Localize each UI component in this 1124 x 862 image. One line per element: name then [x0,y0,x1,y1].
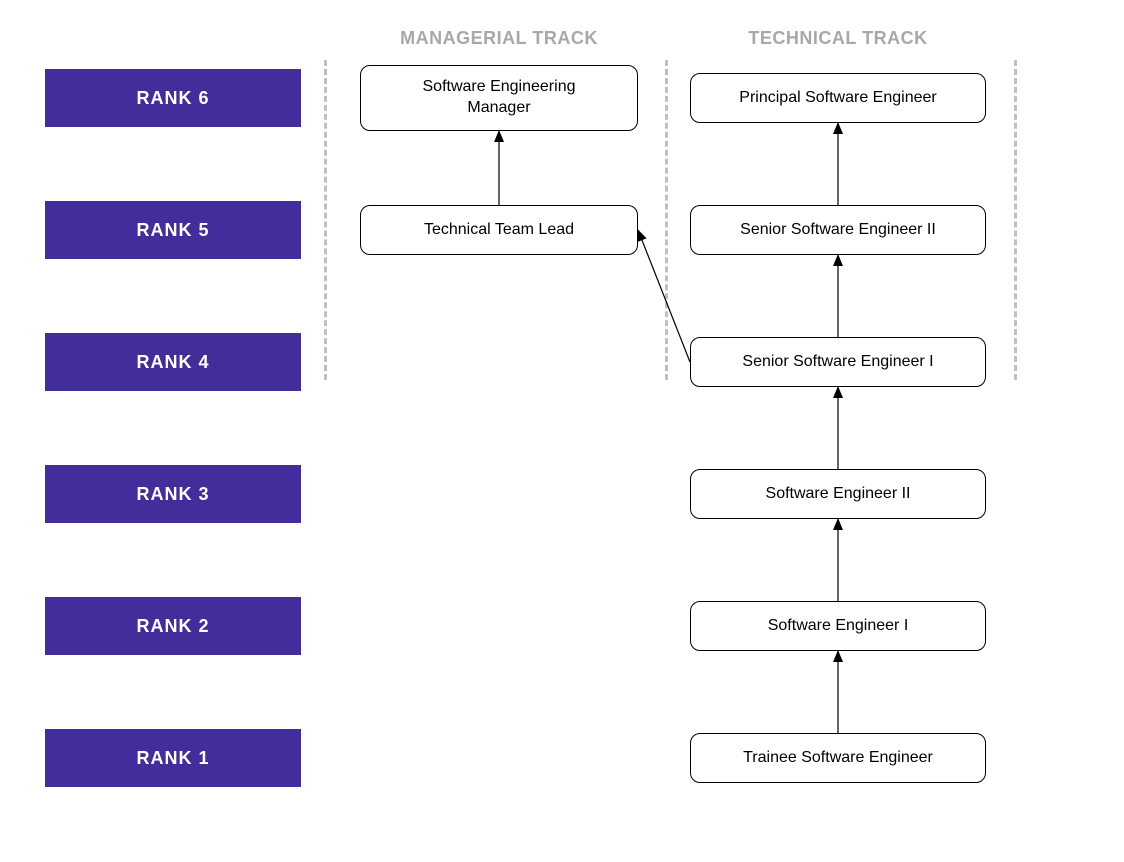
rank-label: RANK 6 [136,88,209,109]
role-label: Senior Software Engineer I [742,352,933,373]
column-divider [1014,60,1017,380]
rank-label: RANK 4 [136,352,209,373]
rank-label: RANK 2 [136,616,209,637]
column-divider [665,60,668,380]
role-tech-lead: Technical Team Lead [360,205,638,255]
role-senior-i: Senior Software Engineer I [690,337,986,387]
role-label: Trainee Software Engineer [743,748,933,769]
role-eng-ii: Software Engineer II [690,469,986,519]
role-label: Technical Team Lead [424,220,574,241]
technical-track-header: TECHNICAL TRACK [690,28,986,49]
role-sw-eng-mgr: Software Engineering Manager [360,65,638,131]
career-ladder-diagram: MANAGERIAL TRACK TECHNICAL TRACK RANK 6 R… [0,0,1124,862]
role-label: Software Engineer I [768,616,909,637]
role-label: Principal Software Engineer [739,88,936,109]
role-label: Senior Software Engineer II [740,220,936,241]
rank-box-r3: RANK 3 [45,465,301,523]
role-trainee: Trainee Software Engineer [690,733,986,783]
role-label: Software Engineering Manager [423,77,576,119]
rank-label: RANK 3 [136,484,209,505]
role-eng-i: Software Engineer I [690,601,986,651]
rank-box-r5: RANK 5 [45,201,301,259]
managerial-track-header: MANAGERIAL TRACK [360,28,638,49]
rank-box-r1: RANK 1 [45,729,301,787]
column-divider [324,60,327,380]
rank-label: RANK 1 [136,748,209,769]
rank-box-r4: RANK 4 [45,333,301,391]
role-label: Software Engineer II [766,484,911,505]
role-principal: Principal Software Engineer [690,73,986,123]
arrow-senior-i-to-tech-lead [638,230,690,362]
rank-box-r2: RANK 2 [45,597,301,655]
role-senior-ii: Senior Software Engineer II [690,205,986,255]
rank-label: RANK 5 [136,220,209,241]
rank-box-r6: RANK 6 [45,69,301,127]
